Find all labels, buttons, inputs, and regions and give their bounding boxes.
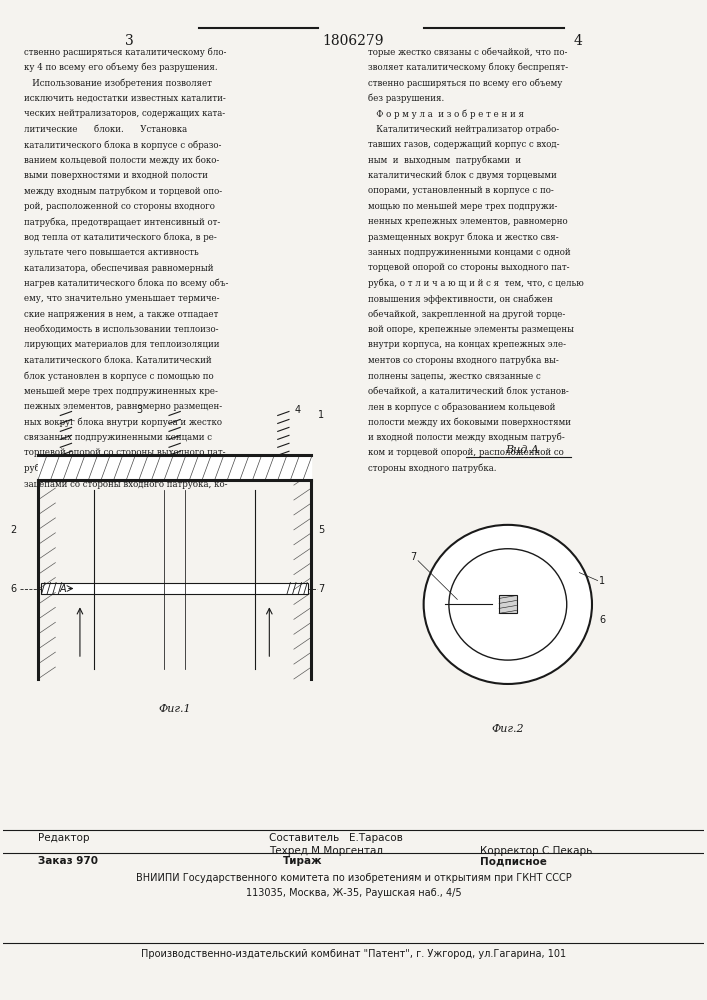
Text: мощью по меньшей мере трех подпружи-: мощью по меньшей мере трех подпружи- (368, 202, 557, 211)
Text: 1: 1 (318, 410, 325, 420)
Text: Производственно-издательский комбинат "Патент", г. Ужгород, ул.Гагарина, 101: Производственно-издательский комбинат "П… (141, 949, 566, 959)
Text: ему, что значительно уменьшает термиче-: ему, что значительно уменьшает термиче- (24, 294, 219, 303)
Text: зволяет каталитическому блоку беспрепят-: зволяет каталитическому блоку беспрепят- (368, 63, 568, 72)
Text: стороны входного патрубка.: стороны входного патрубка. (368, 464, 496, 473)
Text: Фиг.1: Фиг.1 (158, 704, 191, 714)
Text: 4: 4 (573, 34, 583, 48)
Text: Подписное: Подписное (480, 856, 547, 866)
Text: Корректор С.Пекарь: Корректор С.Пекарь (480, 846, 592, 856)
Text: 5: 5 (318, 525, 325, 535)
Text: катализатора, обеспечивая равномерный: катализатора, обеспечивая равномерный (24, 263, 214, 273)
Text: нагрев каталитического блока по всему объ-: нагрев каталитического блока по всему об… (24, 279, 228, 288)
Text: без разрушения.: без разрушения. (368, 94, 444, 103)
Text: Составитель   Е.Тарасов: Составитель Е.Тарасов (269, 833, 403, 843)
Text: 113035, Москва, Ж-35, Раушская наб., 4/5: 113035, Москва, Ж-35, Раушская наб., 4/5 (246, 888, 461, 898)
Ellipse shape (423, 525, 592, 684)
Text: ственно расширяться каталитическому бло-: ственно расширяться каталитическому бло- (24, 48, 226, 57)
Text: A: A (59, 584, 66, 594)
Text: повышения эффективности, он снабжен: повышения эффективности, он снабжен (368, 294, 552, 304)
Text: зацепами со стороны входного патрубка, ко-: зацепами со стороны входного патрубка, к… (24, 479, 228, 489)
Text: ных вокруг блока внутри корпуса и жестко: ных вокруг блока внутри корпуса и жестко (24, 417, 222, 427)
Text: занных подпружиненными концами с одной: занных подпружиненными концами с одной (368, 248, 570, 257)
Text: необходимость в использовании теплоизо-: необходимость в использовании теплоизо- (24, 325, 218, 334)
Text: блок установлен в корпусе с помощью по: блок установлен в корпусе с помощью по (24, 371, 214, 381)
Text: 3: 3 (136, 405, 143, 415)
Text: каталитический блок с двумя торцевыми: каталитический блок с двумя торцевыми (368, 171, 556, 180)
Text: обечайкой, закрепленной на другой торце-: обечайкой, закрепленной на другой торце- (368, 310, 565, 319)
Text: каталитического блока в корпусе с образо-: каталитического блока в корпусе с образо… (24, 140, 221, 150)
Text: Вид А: Вид А (505, 445, 539, 455)
Bar (499, 595, 517, 613)
Text: Заказ 970: Заказ 970 (38, 856, 98, 866)
Text: 1806279: 1806279 (323, 34, 384, 48)
Text: Использование изобретения позволяет: Использование изобретения позволяет (24, 78, 212, 88)
Text: исключить недостатки известных каталити-: исключить недостатки известных каталити- (24, 94, 226, 103)
Bar (38, 455, 311, 480)
Text: рой, расположенной со стороны входного: рой, расположенной со стороны входного (24, 202, 215, 211)
Bar (41, 583, 308, 594)
Text: Каталитический нейтрализатор отрабо-: Каталитический нейтрализатор отрабо- (368, 125, 559, 134)
Text: торцевой опорой со стороны выходного пат-: торцевой опорой со стороны выходного пат… (368, 263, 569, 272)
Text: ВНИИПИ Государственного комитета по изобретениям и открытиям при ГКНТ СССР: ВНИИПИ Государственного комитета по изоб… (136, 873, 571, 883)
Text: 4: 4 (294, 405, 300, 415)
Text: выми поверхностями и входной полости: выми поверхностями и входной полости (24, 171, 208, 180)
Text: лирующих материалов для теплоизоляции: лирующих материалов для теплоизоляции (24, 340, 219, 349)
Text: внутри корпуса, на концах крепежных эле-: внутри корпуса, на концах крепежных эле- (368, 340, 566, 349)
Text: патрубка, предотвращает интенсивный от-: патрубка, предотвращает интенсивный от- (24, 217, 220, 227)
Text: тавших газов, содержащий корпус с вход-: тавших газов, содержащий корпус с вход- (368, 140, 559, 149)
Text: ванием кольцевой полости между их боко-: ванием кольцевой полости между их боко- (24, 155, 219, 165)
Text: ческих нейтрализаторов, содержащих ката-: ческих нейтрализаторов, содержащих ката- (24, 109, 225, 118)
Text: полости между их боковыми поверхностями: полости между их боковыми поверхностями (368, 417, 571, 427)
Text: ным  и  выходным  патрубками  и: ным и выходным патрубками и (368, 155, 520, 165)
Text: рубка. Крепежные элементы выполнены с: рубка. Крепежные элементы выполнены с (24, 464, 218, 473)
Text: между входным патрубком и торцевой опо-: между входным патрубком и торцевой опо- (24, 186, 222, 196)
Text: вой опоре, крепежные элементы размещены: вой опоре, крепежные элементы размещены (368, 325, 573, 334)
Text: ненных крепежных элементов, равномерно: ненных крепежных элементов, равномерно (368, 217, 567, 226)
Text: ментов со стороны входного патрубка вы-: ментов со стороны входного патрубка вы- (368, 356, 559, 365)
Text: каталитического блока. Каталитический: каталитического блока. Каталитический (24, 356, 211, 365)
Text: Ф о р м у л а  и з о б р е т е н и я: Ф о р м у л а и з о б р е т е н и я (368, 109, 523, 119)
Text: лен в корпусе с образованием кольцевой: лен в корпусе с образованием кольцевой (368, 402, 555, 412)
Text: Редактор: Редактор (38, 833, 89, 843)
Text: меньшей мере трех подпружиненных кре-: меньшей мере трех подпружиненных кре- (24, 387, 218, 396)
Text: зультате чего повышается активность: зультате чего повышается активность (24, 248, 199, 257)
Text: литические      блоки.      Установка: литические блоки. Установка (24, 125, 187, 134)
Ellipse shape (449, 549, 567, 660)
Text: пежных элементов, равномерно размещен-: пежных элементов, равномерно размещен- (24, 402, 222, 411)
Text: ком и торцевой опорой, расположенной со: ком и торцевой опорой, расположенной со (368, 448, 563, 457)
Text: ственно расширяться по всему его объему: ственно расширяться по всему его объему (368, 78, 562, 88)
Text: 7: 7 (410, 552, 416, 562)
Text: и входной полости между входным патруб-: и входной полости между входным патруб- (368, 433, 564, 442)
Text: Фиг.2: Фиг.2 (491, 724, 524, 734)
Text: 3: 3 (124, 34, 134, 48)
Text: ку 4 по всему его объему без разрушения.: ку 4 по всему его объему без разрушения. (24, 63, 218, 72)
Text: обечайкой, а каталитический блок установ-: обечайкой, а каталитический блок установ… (368, 387, 568, 396)
Text: ские напряжения в нем, а также отпадает: ские напряжения в нем, а также отпадает (24, 310, 218, 319)
Text: 1: 1 (599, 576, 605, 586)
Text: размещенных вокруг блока и жестко свя-: размещенных вокруг блока и жестко свя- (368, 232, 558, 242)
Text: торые жестко связаны с обечайкой, что по-: торые жестко связаны с обечайкой, что по… (368, 48, 567, 57)
Text: вод тепла от каталитического блока, в ре-: вод тепла от каталитического блока, в ре… (24, 232, 216, 242)
Text: рубка, о т л и ч а ю щ и й с я  тем, что, с целью: рубка, о т л и ч а ю щ и й с я тем, что,… (368, 279, 583, 288)
Text: связанных подпружиненными концами с: связанных подпружиненными концами с (24, 433, 212, 442)
Text: 7: 7 (318, 584, 325, 594)
Text: 6: 6 (599, 615, 605, 625)
Text: полнены зацепы, жестко связанные с: полнены зацепы, жестко связанные с (368, 371, 540, 380)
Text: торцевой опорой со стороны выходного пат-: торцевой опорой со стороны выходного пат… (24, 448, 226, 457)
Text: опорами, установленный в корпусе с по-: опорами, установленный в корпусе с по- (368, 186, 554, 195)
Text: 2: 2 (11, 525, 17, 535)
Text: Тираж: Тираж (284, 856, 323, 866)
Text: Техред М.Моргентал: Техред М.Моргентал (269, 846, 383, 856)
Text: 6: 6 (11, 584, 17, 594)
